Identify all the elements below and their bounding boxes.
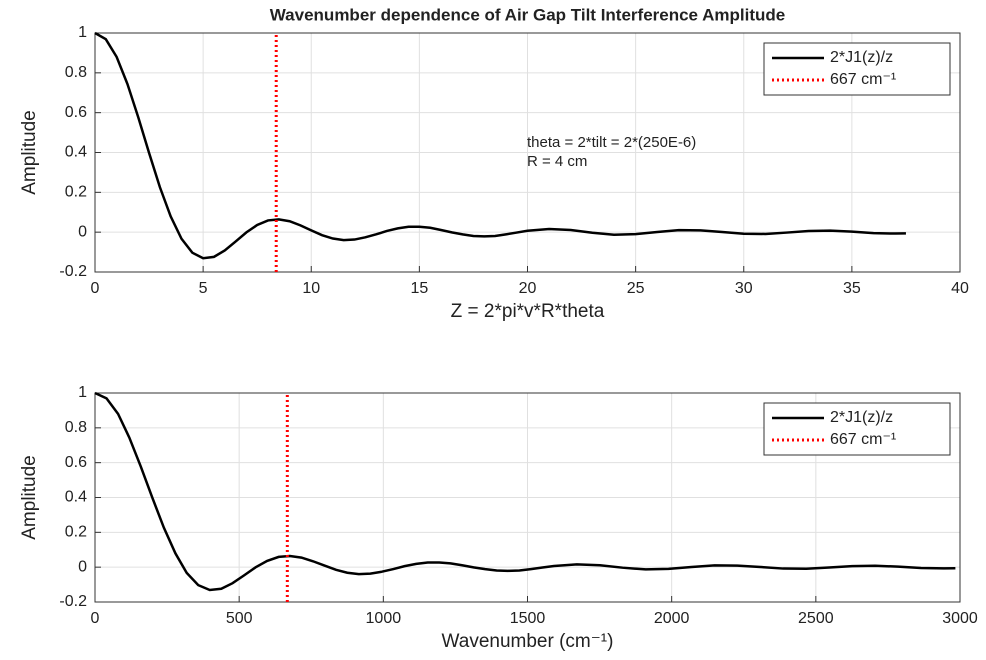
series-line — [94, 391, 956, 592]
y-tick-label: 0.4 — [65, 144, 87, 161]
axes-frame — [94, 392, 961, 603]
y-tick-label: 0 — [78, 558, 87, 575]
x-tick-label: 2000 — [654, 610, 690, 627]
x-tick-label: 5 — [199, 280, 208, 297]
y-axis-label: Amplitude — [19, 455, 40, 540]
y-tick-label: -0.2 — [59, 263, 87, 280]
x-tick-label: 0 — [91, 280, 100, 297]
x-tick-label: 15 — [410, 280, 428, 297]
x-axis-label: Wavenumber (cm⁻¹) — [442, 631, 614, 652]
y-tick-label: 0.8 — [65, 64, 87, 81]
chart-title: Wavenumber dependence of Air Gap Tilt In… — [270, 5, 785, 24]
legend-box — [763, 402, 951, 456]
annotation: R = 4 cm — [527, 153, 587, 170]
x-tick-label: 35 — [843, 280, 861, 297]
x-tick-label: 3000 — [942, 610, 978, 627]
legend-label: 667 cm⁻¹ — [830, 431, 896, 448]
y-tick-label: 1 — [78, 24, 87, 41]
y-tick-label: -0.2 — [59, 593, 87, 610]
x-tick-label: 25 — [627, 280, 645, 297]
x-axis-label: Z = 2*pi*v*R*theta — [451, 301, 605, 322]
y-tick-label: 0 — [78, 223, 87, 240]
y-tick-label: 0.2 — [65, 524, 87, 541]
x-tick-label: 1000 — [366, 610, 402, 627]
legend-label: 2*J1(z)/z — [830, 409, 893, 426]
x-tick-label: 500 — [226, 610, 253, 627]
x-tick-label: 0 — [91, 610, 100, 627]
series-line — [94, 31, 906, 260]
y-tick-label: 0.8 — [65, 419, 87, 436]
y-tick-label: 1 — [78, 384, 87, 401]
y-tick-label: 0.2 — [65, 184, 87, 201]
y-tick-label: 0.6 — [65, 104, 87, 121]
legend-label: 2*J1(z)/z — [830, 49, 893, 66]
x-tick-label: 1500 — [510, 610, 546, 627]
x-tick-label: 10 — [302, 280, 320, 297]
y-tick-label: 0.4 — [65, 489, 87, 506]
x-tick-label: 20 — [519, 280, 537, 297]
legend-label: 667 cm⁻¹ — [830, 71, 896, 88]
x-tick-label: 30 — [735, 280, 753, 297]
y-tick-label: 0.6 — [65, 454, 87, 471]
legend-box — [763, 42, 951, 96]
axes-frame — [94, 32, 961, 273]
x-tick-label: 40 — [951, 280, 969, 297]
y-axis-label: Amplitude — [19, 110, 40, 195]
annotation: theta = 2*tilt = 2*(250E-6) — [527, 134, 696, 151]
x-tick-label: 2500 — [798, 610, 834, 627]
